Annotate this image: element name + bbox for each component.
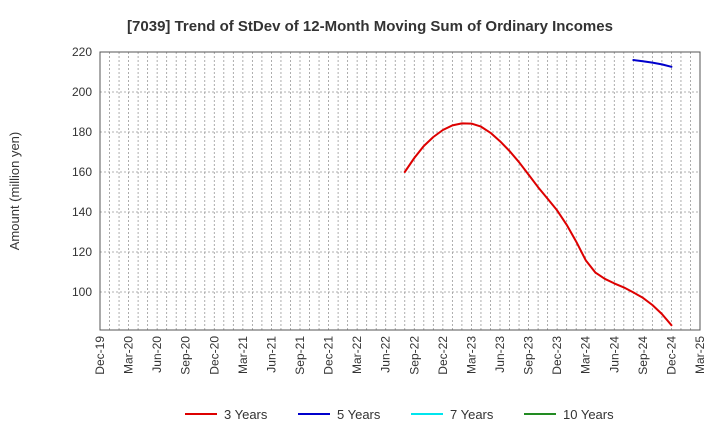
y-tick-label: 220 xyxy=(72,45,92,59)
y-tick-label: 180 xyxy=(72,125,92,139)
x-tick-label: Jun-23 xyxy=(493,336,507,373)
x-tick-label: Mar-24 xyxy=(579,336,593,374)
legend: 3 Years 5 Years 7 Years 10 Years xyxy=(185,407,614,422)
legend-label: 10 Years xyxy=(563,407,614,422)
x-tick-label: Sep-21 xyxy=(293,336,307,375)
x-tick-label: Jun-24 xyxy=(607,336,621,373)
y-tick-labels: 100 120 140 160 180 200 220 xyxy=(72,45,92,299)
series-lines xyxy=(403,59,673,327)
x-tick-label: Mar-25 xyxy=(693,336,707,374)
legend-label: 3 Years xyxy=(224,407,268,422)
x-tick-label: Dec-20 xyxy=(207,336,221,375)
x-tick-label: Mar-23 xyxy=(464,336,478,374)
x-tick-label: Sep-20 xyxy=(179,336,193,375)
grid xyxy=(100,51,700,330)
series-line xyxy=(632,59,673,68)
x-tick-label: Jun-20 xyxy=(150,336,164,373)
x-tick-label: Dec-22 xyxy=(436,336,450,375)
y-tick-label: 160 xyxy=(72,165,92,179)
x-tick-label: Mar-20 xyxy=(122,336,136,374)
legend-label: 7 Years xyxy=(450,407,494,422)
x-tick-label: Dec-21 xyxy=(322,336,336,375)
plot-area xyxy=(99,51,701,331)
x-tick-label: Dec-23 xyxy=(550,336,564,375)
y-tick-label: 100 xyxy=(72,285,92,299)
x-tick-label: Jun-22 xyxy=(379,336,393,373)
x-tick-labels: Dec-19 Mar-20 Jun-20 Sep-20 Dec-20 Mar-21 Jun-… xyxy=(93,336,707,375)
y-tick-label: 120 xyxy=(72,245,92,259)
y-axis-label: Amount (million yen) xyxy=(7,132,22,251)
x-tick-label: Mar-21 xyxy=(236,336,250,374)
x-tick-label: Mar-22 xyxy=(350,336,364,374)
x-tick-label: Dec-19 xyxy=(93,336,107,375)
y-tick-label: 140 xyxy=(72,205,92,219)
legend-label: 5 Years xyxy=(337,407,381,422)
y-tick-label: 200 xyxy=(72,85,92,99)
x-tick-label: Sep-23 xyxy=(522,336,536,375)
series-line xyxy=(403,122,673,327)
chart-title: [7039] Trend of StDev of 12-Month Moving… xyxy=(127,18,613,35)
x-tick-label: Jun-21 xyxy=(264,336,278,373)
x-tick-label: Sep-22 xyxy=(407,336,421,375)
x-tick-label: Sep-24 xyxy=(636,336,650,375)
x-tick-label: Dec-24 xyxy=(664,336,678,375)
